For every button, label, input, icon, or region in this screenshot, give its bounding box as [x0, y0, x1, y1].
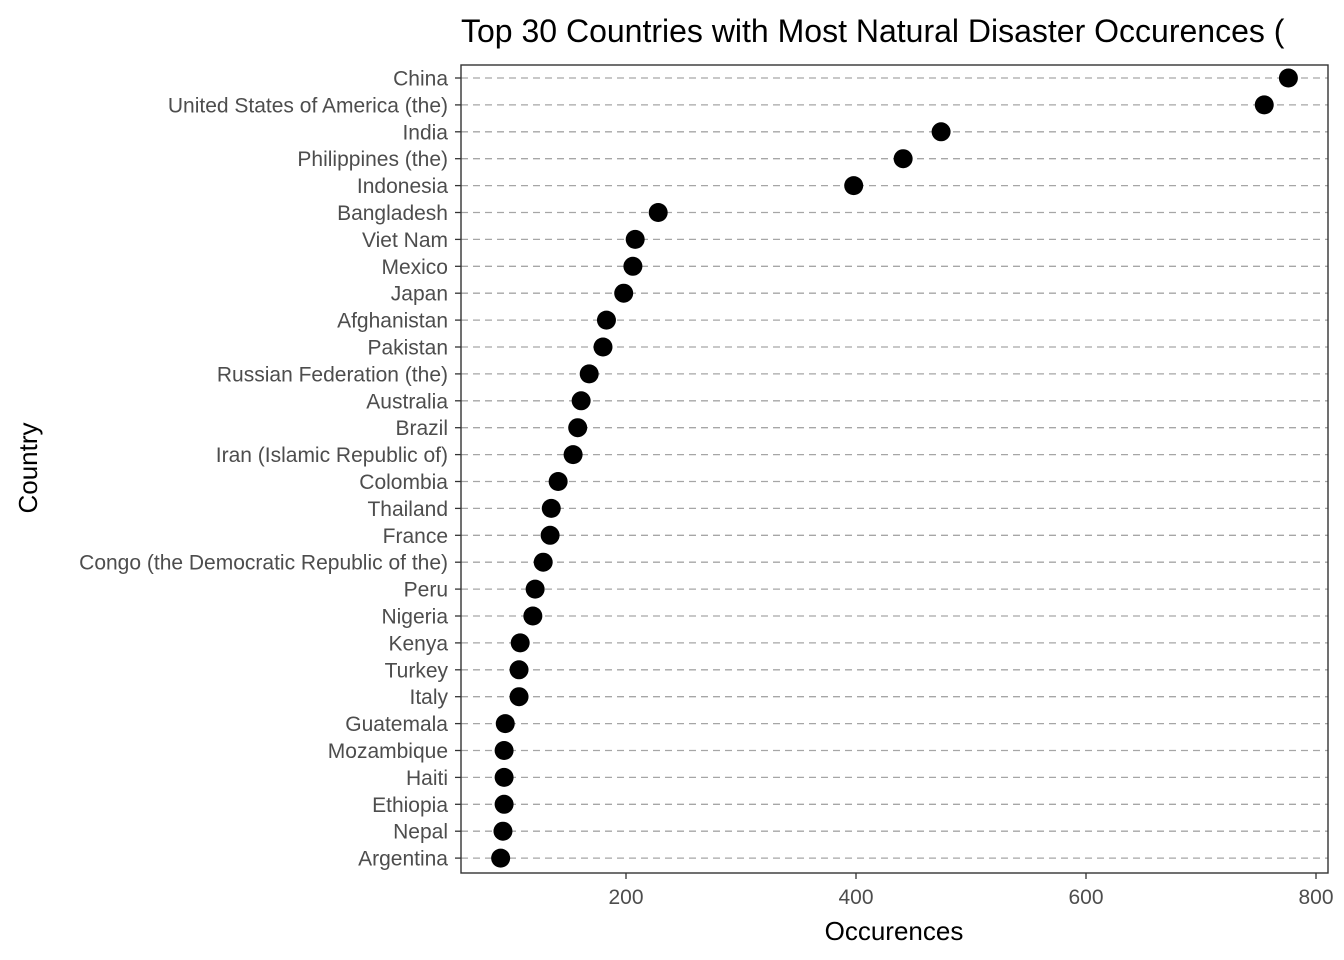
- y-tick-label: Japan: [391, 283, 448, 306]
- y-axis-title: Country: [13, 422, 43, 513]
- data-point: [509, 660, 529, 680]
- x-axis: 200 400 600 800: [608, 873, 1334, 909]
- y-tick-label: Mexico: [381, 256, 448, 279]
- data-point: [494, 741, 514, 760]
- y-tick-label: Peru: [404, 579, 448, 602]
- y-tick-label: Turkey: [385, 659, 449, 682]
- data-points: [491, 68, 1298, 868]
- y-tick-label: Mozambique: [328, 740, 448, 763]
- y-tick-label: Ethiopia: [372, 794, 448, 817]
- y-tick-label: Pakistan: [367, 337, 448, 360]
- y-tick-label: France: [383, 525, 448, 548]
- data-point: [525, 579, 545, 599]
- y-tick-label: India: [402, 121, 448, 144]
- data-point: [579, 364, 599, 384]
- y-tick-label: Nigeria: [381, 606, 448, 629]
- data-point: [571, 391, 591, 411]
- chart-title: Top 30 Countries with Most Natural Disas…: [461, 13, 1285, 49]
- y-tick-label: Nepal: [393, 821, 448, 844]
- data-point: [1254, 95, 1274, 115]
- data-point: [893, 149, 913, 169]
- data-point: [509, 687, 529, 707]
- data-point: [931, 122, 951, 142]
- data-point: [491, 848, 511, 868]
- data-point: [844, 176, 864, 196]
- y-tick-label: Haiti: [406, 767, 448, 790]
- data-point: [568, 418, 588, 438]
- x-tick-label: 400: [838, 886, 873, 909]
- x-tick-label: 800: [1298, 886, 1333, 909]
- x-tick-label: 200: [608, 886, 643, 909]
- data-point: [494, 767, 514, 787]
- data-point: [533, 552, 553, 572]
- x-tick-label: 600: [1068, 886, 1103, 909]
- data-point: [510, 633, 530, 653]
- data-point: [623, 256, 643, 276]
- y-tick-label: Italy: [409, 686, 448, 709]
- y-tick-label: Thailand: [367, 498, 448, 521]
- y-tick-label: Philippines (the): [297, 148, 448, 171]
- y-tick-label: Australia: [366, 390, 448, 413]
- y-tick-label: Afghanistan: [337, 310, 448, 333]
- data-point: [495, 714, 515, 734]
- y-tick-label: Kenya: [388, 632, 448, 655]
- data-point: [523, 606, 543, 626]
- data-point: [614, 283, 634, 303]
- y-tick-label: Russian Federation (the): [217, 363, 448, 386]
- y-tick-label: Guatemala: [345, 713, 448, 736]
- y-tick-label: Argentina: [358, 848, 448, 871]
- y-tick-label: Congo (the Democratic Republic of the): [79, 552, 448, 575]
- y-axis: China United States of America (the) India…: [79, 68, 461, 871]
- data-point: [563, 445, 583, 465]
- y-tick-label: Brazil: [395, 417, 448, 440]
- y-tick-label: Bangladesh: [337, 202, 448, 225]
- data-point: [541, 498, 561, 518]
- data-point: [596, 310, 616, 330]
- y-tick-label: United States of America (the): [168, 94, 448, 117]
- data-point: [540, 525, 560, 545]
- data-point: [625, 229, 645, 249]
- x-axis-title: Occurences: [825, 916, 964, 946]
- data-point: [494, 794, 514, 814]
- y-tick-label: Indonesia: [357, 175, 448, 198]
- data-point: [593, 337, 613, 357]
- data-point: [1278, 68, 1298, 88]
- gridlines: [461, 77, 1328, 859]
- y-tick-label: Viet Nam: [362, 229, 448, 252]
- data-point: [493, 821, 513, 841]
- y-tick-label: China: [393, 68, 448, 91]
- y-tick-label: Colombia: [359, 471, 448, 494]
- data-point: [648, 203, 668, 222]
- y-tick-label: Iran (Islamic Republic of): [216, 444, 448, 467]
- data-point: [548, 472, 568, 491]
- plot-panel: [460, 64, 1329, 874]
